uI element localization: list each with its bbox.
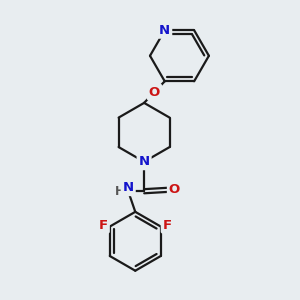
Text: O: O	[149, 85, 160, 99]
Text: F: F	[163, 219, 172, 232]
Text: O: O	[169, 183, 180, 196]
Text: H: H	[115, 185, 125, 198]
Text: N: N	[139, 155, 150, 168]
Text: N: N	[123, 181, 134, 194]
Text: N: N	[159, 24, 170, 37]
Text: F: F	[99, 219, 108, 232]
